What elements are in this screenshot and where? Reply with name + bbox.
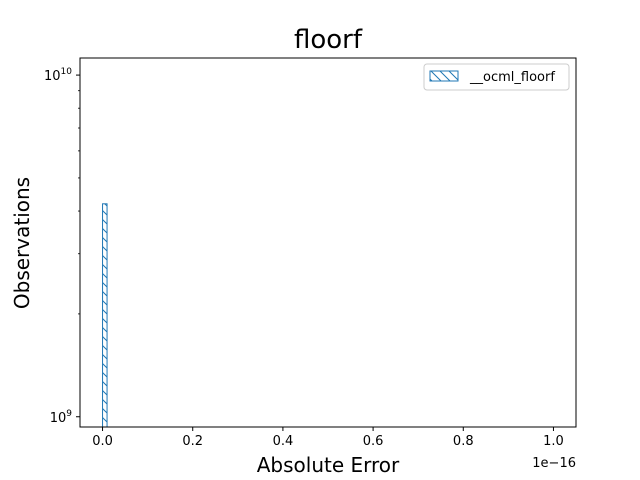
x-offset-label: 1e−16 bbox=[532, 456, 576, 471]
x-tick-label: 0.4 bbox=[273, 434, 294, 449]
y-tick-label-base: 10 bbox=[44, 69, 61, 84]
legend-swatch bbox=[429, 70, 459, 82]
histogram-bar bbox=[102, 203, 108, 428]
y-tick-label: 1010 bbox=[44, 67, 72, 84]
histogram-bars bbox=[102, 203, 108, 428]
x-tick-label: 0.6 bbox=[363, 434, 384, 449]
legend-label: __ocml_floorf bbox=[469, 70, 555, 85]
y-axis-label: Observations bbox=[10, 177, 34, 309]
y-tick-label: 109 bbox=[50, 409, 73, 426]
x-tick-label: 0.8 bbox=[453, 434, 474, 449]
y-tick-label-base: 10 bbox=[50, 411, 67, 426]
x-axis-label: Absolute Error bbox=[257, 453, 400, 477]
y-tick-label-exponent: 9 bbox=[66, 409, 72, 419]
x-tick-label: 1.0 bbox=[543, 434, 564, 449]
legend: __ocml_floorf bbox=[423, 63, 570, 91]
x-tick-label: 0.0 bbox=[92, 434, 113, 449]
chart-title: floorf bbox=[294, 25, 363, 55]
x-axis-ticks: 0.0 0.2 0.4 0.6 0.8 1.0 bbox=[92, 427, 564, 449]
y-tick-label-exponent: 10 bbox=[61, 67, 73, 77]
x-tick-label: 0.2 bbox=[182, 434, 203, 449]
legend-box bbox=[423, 63, 570, 91]
plot-frame bbox=[79, 57, 577, 428]
